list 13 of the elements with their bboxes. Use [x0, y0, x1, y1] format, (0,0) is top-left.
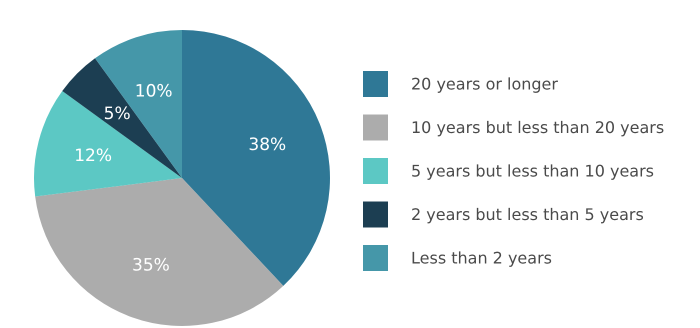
- pie-slice: [182, 30, 330, 286]
- data-label: 10%: [134, 82, 173, 102]
- data-label: 35%: [132, 255, 170, 276]
- legend-label: 20 years or longer: [411, 74, 558, 94]
- legend-label: Less than 2 years: [411, 248, 552, 268]
- pie-slice: [35, 178, 284, 326]
- data-label: 12%: [74, 146, 112, 166]
- legend-label: 5 years but less than 10 years: [411, 162, 654, 181]
- pie-slice: [62, 58, 182, 178]
- data-label: 5%: [104, 104, 131, 124]
- legend-label: 10 years but less than 20 years: [411, 118, 664, 138]
- data-label: 38%: [248, 135, 286, 156]
- legend-label: 2 years but less than 5 years: [411, 205, 644, 224]
